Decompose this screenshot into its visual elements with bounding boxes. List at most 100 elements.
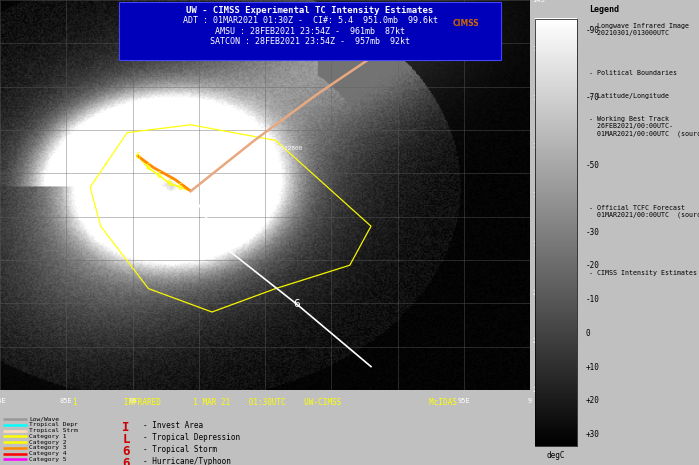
Bar — [535, 159, 577, 162]
Text: 9: 9 — [528, 398, 532, 404]
Bar — [535, 347, 577, 350]
Bar — [535, 375, 577, 378]
Bar — [535, 305, 577, 307]
Bar — [535, 215, 577, 218]
Bar — [535, 266, 577, 269]
Bar — [535, 86, 577, 89]
Bar — [535, 249, 577, 252]
Bar — [535, 226, 577, 228]
Bar — [535, 196, 577, 198]
Bar — [535, 168, 577, 171]
Bar — [535, 343, 577, 346]
Text: CIMSS: CIMSS — [453, 20, 480, 28]
Text: 85E: 85E — [60, 398, 73, 404]
Bar — [535, 19, 577, 446]
Text: -90: -90 — [586, 26, 600, 35]
Bar — [535, 435, 577, 438]
Bar — [535, 358, 577, 361]
Bar — [535, 151, 577, 153]
Text: - Tropical Depression: - Tropical Depression — [143, 433, 240, 442]
Bar — [535, 206, 577, 209]
Bar — [535, 433, 577, 436]
Bar — [535, 322, 577, 325]
Bar — [535, 328, 577, 331]
Text: Tropical Strm: Tropical Strm — [29, 428, 78, 433]
Bar — [535, 144, 577, 147]
Bar — [535, 422, 577, 425]
Bar — [535, 331, 577, 333]
Bar — [535, 22, 577, 25]
Bar — [535, 129, 577, 132]
Bar — [535, 365, 577, 367]
Bar — [535, 91, 577, 93]
Bar — [535, 388, 577, 391]
Bar — [535, 296, 577, 299]
Text: degC: degC — [547, 451, 565, 460]
Bar — [535, 89, 577, 91]
Bar — [535, 360, 577, 363]
Bar — [535, 332, 577, 335]
Bar — [535, 234, 577, 237]
Bar — [535, 307, 577, 310]
Bar — [535, 264, 577, 267]
Bar — [535, 166, 577, 168]
Text: -10: -10 — [586, 295, 600, 305]
Bar — [535, 155, 577, 158]
Bar — [535, 35, 577, 38]
Bar — [535, 114, 577, 117]
Bar — [535, 29, 577, 32]
Bar — [535, 192, 577, 194]
Text: L: L — [122, 433, 130, 446]
Bar — [535, 268, 577, 271]
Bar — [535, 204, 577, 207]
Bar — [535, 427, 577, 429]
Bar — [535, 37, 577, 40]
Bar — [535, 82, 577, 85]
Bar — [535, 429, 577, 432]
Bar — [535, 101, 577, 104]
Bar — [535, 247, 577, 250]
Bar — [535, 44, 577, 46]
Bar — [535, 228, 577, 230]
Bar — [535, 181, 577, 183]
Bar — [535, 279, 577, 282]
Bar — [535, 405, 577, 408]
Text: 15S: 15S — [533, 46, 545, 52]
Bar — [535, 326, 577, 329]
Text: 1          INFRARED       1 MAR 21    01:30UTC    UW-CIMSS                   McI: 1 INFRARED 1 MAR 21 01:30UTC UW-CIMSS Mc… — [73, 398, 457, 407]
Bar — [535, 164, 577, 166]
Bar — [535, 170, 577, 173]
Bar — [535, 379, 577, 382]
Bar — [535, 172, 577, 175]
Bar — [535, 275, 577, 278]
Text: 6: 6 — [136, 152, 140, 160]
Text: 20S: 20S — [533, 290, 545, 295]
Text: +20: +20 — [586, 396, 600, 405]
Bar — [535, 202, 577, 205]
Bar — [535, 303, 577, 305]
Bar — [535, 251, 577, 254]
Bar — [535, 179, 577, 181]
Text: 16S: 16S — [533, 94, 545, 100]
Text: - CIMSS Intensity Estimates: - CIMSS Intensity Estimates — [589, 270, 697, 276]
Bar — [535, 230, 577, 232]
Bar — [535, 54, 577, 57]
Bar — [535, 80, 577, 83]
Bar — [535, 219, 577, 222]
Bar — [535, 363, 577, 365]
Bar — [535, 382, 577, 385]
Bar — [535, 61, 577, 64]
Bar — [535, 46, 577, 48]
Bar — [535, 142, 577, 145]
Bar — [535, 50, 577, 53]
Text: UW - CIMSS Experimental TC Intensity Estimates: UW - CIMSS Experimental TC Intensity Est… — [187, 6, 433, 15]
Bar — [535, 123, 577, 126]
Bar — [535, 350, 577, 352]
Text: 6: 6 — [167, 179, 172, 188]
Bar — [535, 277, 577, 279]
Text: +30: +30 — [586, 430, 600, 439]
Bar — [535, 33, 577, 36]
Bar — [535, 239, 577, 241]
Bar — [535, 110, 577, 113]
Bar — [535, 97, 577, 100]
